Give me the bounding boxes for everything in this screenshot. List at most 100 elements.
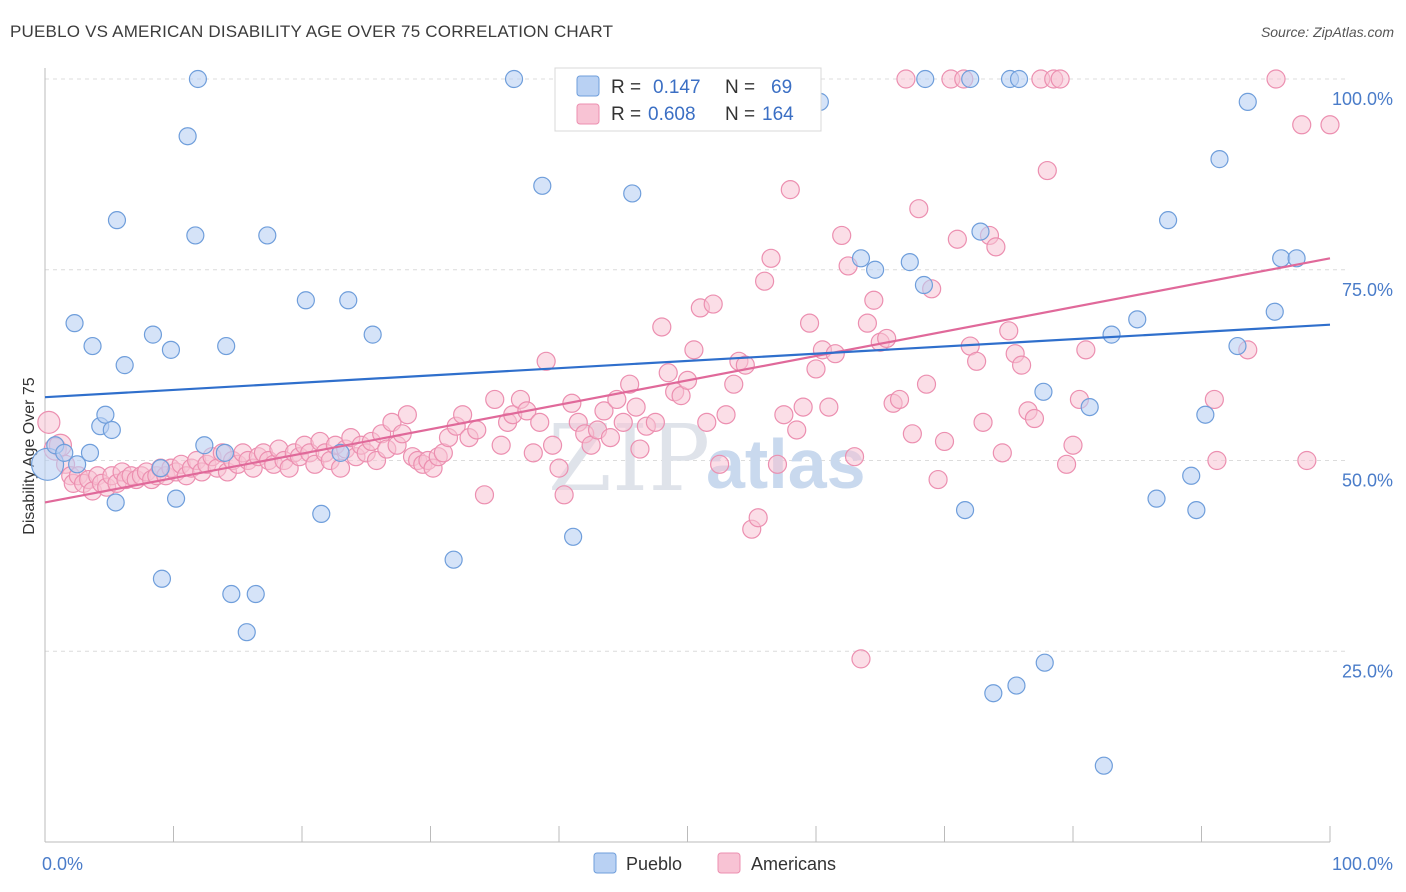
americans-point <box>857 313 878 333</box>
americans-point <box>761 248 781 268</box>
pueblo-point <box>55 443 74 462</box>
americans-point <box>37 410 61 434</box>
americans-point <box>1024 408 1045 429</box>
americans-point <box>1320 115 1340 135</box>
pueblo-point <box>161 340 181 359</box>
pueblo-point <box>1265 302 1284 321</box>
americans-point <box>613 412 633 432</box>
legend-n-value-pueblo: 69 <box>771 77 792 98</box>
legend-r-value-americans: 0.608 <box>648 104 696 125</box>
americans-point <box>916 374 937 394</box>
pueblo-points <box>30 69 1306 775</box>
pueblo-point <box>1094 756 1113 775</box>
pueblo-point <box>152 569 172 588</box>
pueblo-point <box>623 184 642 203</box>
americans-point <box>864 290 884 310</box>
pueblo-point <box>102 420 121 440</box>
pueblo-point <box>339 291 358 310</box>
americans-point <box>999 321 1019 341</box>
americans-point <box>973 412 993 432</box>
americans-point <box>793 397 813 417</box>
americans-point <box>787 420 807 440</box>
pueblo-point <box>106 493 125 512</box>
americans-point <box>542 435 563 455</box>
series-legend: Pueblo Americans <box>593 852 836 874</box>
americans-point <box>767 454 788 474</box>
legend-n-label-pueblo: N = <box>725 77 755 98</box>
x-tick-label-1: 100.0% <box>1332 854 1393 874</box>
americans-point <box>754 271 775 291</box>
pueblo-point <box>1128 310 1147 329</box>
pueblo-point <box>195 436 214 455</box>
americans-point <box>909 199 929 219</box>
americans-point <box>1056 454 1077 474</box>
pueblo-point <box>914 275 934 295</box>
pueblo-point <box>217 336 236 356</box>
americans-point <box>1011 355 1032 375</box>
americans-point <box>928 469 948 490</box>
pueblo-point <box>1287 249 1306 268</box>
americans-point <box>710 454 730 474</box>
pueblo-point <box>866 260 885 279</box>
americans-point <box>1037 160 1057 181</box>
legend-r-value-pueblo: 0.147 <box>653 77 701 98</box>
americans-point <box>1266 69 1286 89</box>
pueblo-point <box>564 527 583 546</box>
pueblo-point <box>1272 249 1291 268</box>
pueblo-point <box>851 249 871 268</box>
pueblo-point <box>363 325 382 344</box>
americans-point <box>549 458 569 478</box>
bottom-legend-swatch-pueblo <box>593 852 617 874</box>
pueblo-point <box>65 314 84 333</box>
americans-point <box>1207 450 1227 471</box>
americans-point <box>620 374 640 394</box>
pueblo-point <box>955 500 975 520</box>
pueblo-point <box>178 127 197 146</box>
americans-point <box>780 180 800 200</box>
pueblo-point <box>1147 489 1166 508</box>
americans-point <box>1063 435 1083 455</box>
americans-point <box>986 237 1006 257</box>
pueblo-point <box>1034 382 1053 401</box>
americans-point <box>474 485 495 505</box>
americans-point <box>485 389 505 410</box>
americans-point <box>1297 450 1317 471</box>
pueblo-point <box>151 459 170 478</box>
pueblo-point <box>916 69 935 89</box>
americans-point <box>774 405 794 425</box>
americans-point <box>523 443 543 463</box>
americans-point <box>716 405 736 425</box>
americans-point <box>934 431 955 452</box>
pueblo-point <box>533 176 552 195</box>
bottom-legend-swatch-americans <box>717 852 741 874</box>
y-tick-label-2: 75.0% <box>1342 280 1393 300</box>
y-tick-labels: 25.0% 50.0% 75.0% 100.0% <box>1332 89 1393 681</box>
pueblo-point <box>1080 397 1099 417</box>
americans-point <box>536 351 556 371</box>
pueblo-point <box>1035 653 1054 672</box>
americans-point <box>889 389 910 410</box>
pueblo-point <box>80 443 100 462</box>
pueblo-point <box>296 291 315 310</box>
pueblo-point <box>331 443 350 462</box>
americans-point <box>819 397 839 417</box>
y-tick-label-0: 25.0% <box>1342 661 1393 681</box>
pueblo-point <box>1102 325 1121 344</box>
pueblo-point <box>96 405 115 424</box>
legend-n-label-americans: N = <box>725 104 755 125</box>
pueblo-point <box>984 684 1003 703</box>
americans-point <box>594 401 614 421</box>
pueblo-trend-line <box>44 323 1331 399</box>
americans-point <box>630 439 650 459</box>
americans-point <box>832 225 852 246</box>
pueblo-point <box>1007 676 1026 695</box>
pueblo-point <box>1158 211 1178 230</box>
americans-point <box>1076 340 1096 360</box>
legend-swatch-pueblo <box>576 75 600 97</box>
bottom-legend-americans: Americans <box>751 854 836 874</box>
pueblo-point <box>166 489 186 508</box>
pueblo-point <box>215 443 234 462</box>
americans-point <box>703 294 723 314</box>
pueblo-point <box>312 504 331 524</box>
